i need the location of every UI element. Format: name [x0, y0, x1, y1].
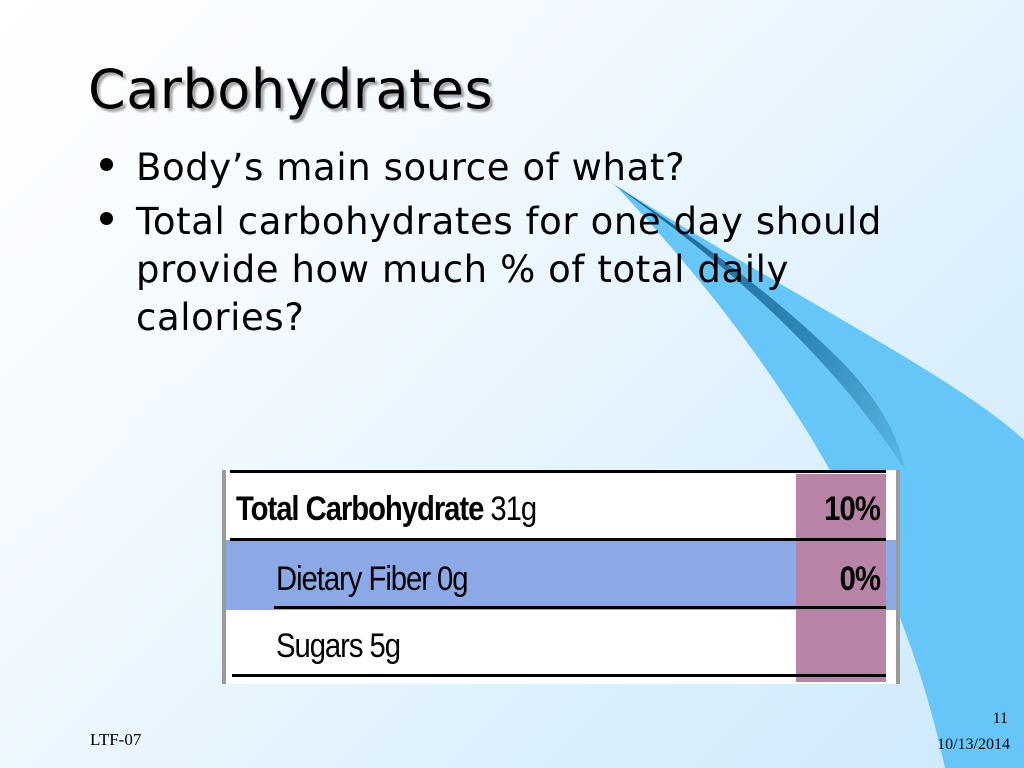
nutrition-left-border: [222, 470, 226, 684]
nutrition-total-percent: 10%: [824, 490, 881, 528]
bullet-text: Body’s main source of what?: [136, 146, 686, 189]
bullet-dot-icon: [100, 158, 113, 171]
bullet-text: Total carbohydrates for one day should p…: [136, 200, 882, 339]
nutrition-fiber-percent: 0%: [839, 560, 880, 598]
nutrition-label-image: [222, 470, 900, 684]
nutrition-rule: [274, 606, 886, 609]
bullet-list: Body’s main source of what? Total carboh…: [100, 144, 900, 348]
footer-course-code: LTF-07: [90, 730, 142, 749]
nutrition-rule: [232, 674, 886, 677]
slide-title: Carbohydrates: [88, 58, 494, 121]
nutrition-sugars-label: Sugars 5g: [276, 627, 401, 665]
nutrition-rule: [230, 470, 886, 473]
slide-number: 11: [992, 710, 1008, 727]
bullet-dot-icon: [100, 212, 113, 225]
bullet-item: Body’s main source of what?: [100, 144, 900, 192]
nutrition-right-border: [896, 470, 900, 684]
footer-date: 10/13/2014: [937, 736, 1010, 753]
nutrition-fiber-label: Dietary Fiber 0g: [276, 560, 469, 598]
bullet-item: Total carbohydrates for one day should p…: [100, 198, 900, 342]
percent-column: [796, 474, 886, 682]
nutrition-total-label: Total Carbohydrate 31g: [236, 490, 537, 528]
nutrition-row-fiber: [226, 540, 896, 610]
nutrition-rule: [230, 538, 886, 541]
